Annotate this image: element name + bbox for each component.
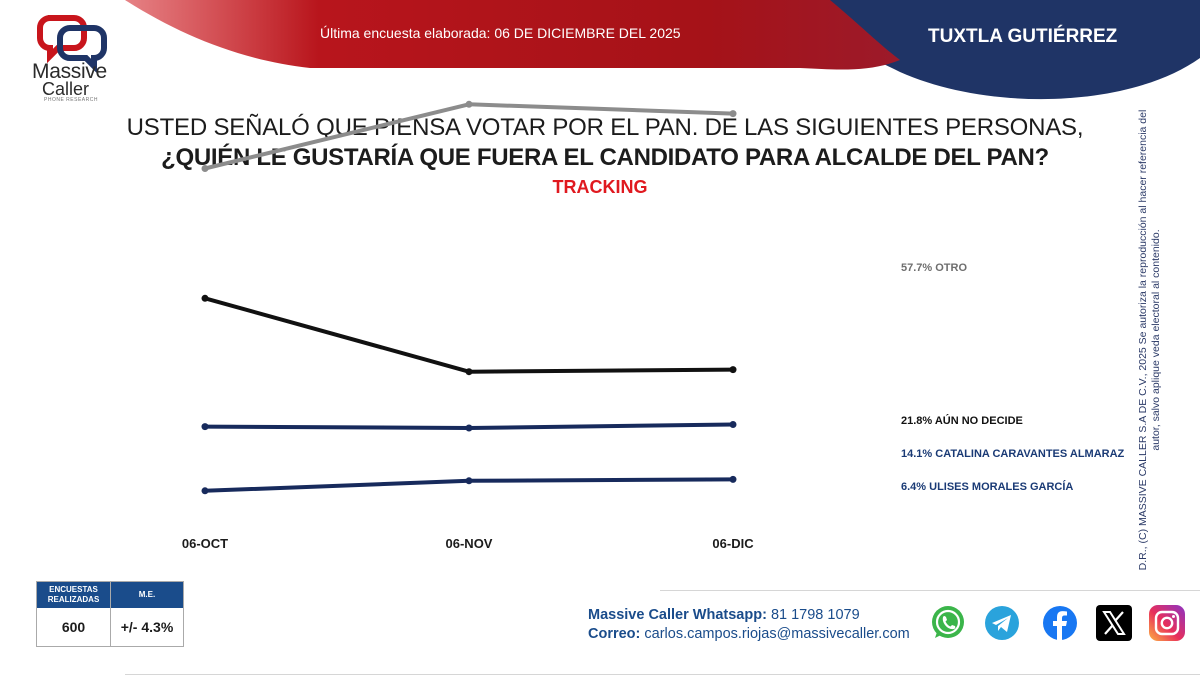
data-point-catalina-caravantes-almaraz-06-nov (465, 424, 473, 432)
city-title: TUXTLA GUTIÉRREZ (928, 26, 1118, 47)
data-point-ulises-morales-garcia-06-dic (729, 475, 737, 483)
whatsapp-icon[interactable] (929, 604, 967, 642)
footer-divider (660, 590, 1200, 591)
chart-title-tracking: TRACKING (552, 177, 648, 197)
margin-header: M.E. (111, 582, 183, 608)
whatsapp-number[interactable]: 81 1798 1079 (770, 607, 860, 623)
whatsapp-label: Massive Caller Whatsapp: (588, 607, 767, 623)
data-point-ulises-morales-garcia-06-nov (465, 477, 473, 485)
surveys-count: 600 (61, 619, 86, 635)
email-line: Correo: carlos.campos.riojas@massivecall… (588, 626, 910, 642)
series-line-aun-no-decide (204, 296, 734, 374)
whatsapp-line: Massive Caller Whatsapp: 81 1798 1079 (588, 607, 860, 623)
copyright-note: D.R., (C) MASSIVE CALLER S.A DE C.V., 20… (1137, 109, 1162, 571)
data-point-otro-06-oct (201, 165, 209, 172)
surveys-header: ENCUESTAS REALIZADAS (37, 582, 110, 608)
logo-text-massive: Massive (32, 60, 107, 83)
data-point-ulises-morales-garcia-06-oct (201, 487, 209, 495)
instagram-icon[interactable] (1148, 604, 1186, 642)
series-label-aun-no-decide: 21.8% AÚN NO DECIDE (901, 414, 1023, 427)
x-icon[interactable] (1095, 604, 1133, 642)
data-point-catalina-caravantes-almaraz-06-dic (729, 421, 737, 428)
email-address[interactable]: carlos.campos.riojas@massivecaller.com (644, 626, 910, 642)
data-point-catalina-caravantes-almaraz-06-oct (201, 423, 209, 431)
survey-date: Última encuesta elaborada: 06 DE DICIEMB… (320, 25, 681, 41)
header-blue-swoosh (770, 0, 1200, 100)
data-point-otro-06-nov (465, 100, 473, 108)
telegram-icon[interactable] (983, 604, 1021, 642)
logo-text-caller: Caller (42, 79, 90, 99)
header-red-banner (125, 0, 900, 70)
series-label-ulises-morales-garcia: 6.4% ULISES MORALES GARCÍA (901, 480, 1073, 493)
logo-tagline: PHONE RESEARCH (44, 97, 98, 103)
facebook-icon[interactable] (1041, 604, 1079, 642)
massive-caller-logo (37, 15, 107, 74)
data-point-aun-no-decide-06-oct (201, 294, 209, 302)
x-tick-06-dic: 06-DIC (712, 536, 754, 551)
data-point-aun-no-decide-06-nov (465, 368, 473, 376)
question-line-2: ¿QUIÉN LE GUSTARÍA QUE FUERA EL CANDIDAT… (161, 144, 1049, 171)
copyright-note-wrap: D.R., (C) MASSIVE CALLER S.A DE C.V., 20… (1090, 100, 1200, 580)
table-divider (110, 582, 111, 646)
margin-of-error: +/- 4.3% (120, 619, 174, 635)
series-label-catalina-caravantes-almaraz: 14.1% CATALINA CARAVANTES ALMARAZ (901, 448, 1125, 460)
data-point-aun-no-decide-06-dic (729, 366, 737, 374)
x-tick-06-nov: 06-NOV (446, 536, 493, 551)
data-point-otro-06-dic (729, 110, 737, 118)
email-label: Correo: (588, 626, 641, 642)
margin-table: ENCUESTAS REALIZADAS M.E. 600 +/- 4.3% (36, 581, 184, 647)
question-line-1: USTED SEÑALÓ QUE PIENSA VOTAR POR EL PAN… (126, 114, 1084, 141)
x-tick-06-oct: 06-OCT (182, 536, 228, 551)
series-label-otro: 57.7% OTRO (901, 262, 967, 274)
series-line-otro (204, 102, 734, 171)
